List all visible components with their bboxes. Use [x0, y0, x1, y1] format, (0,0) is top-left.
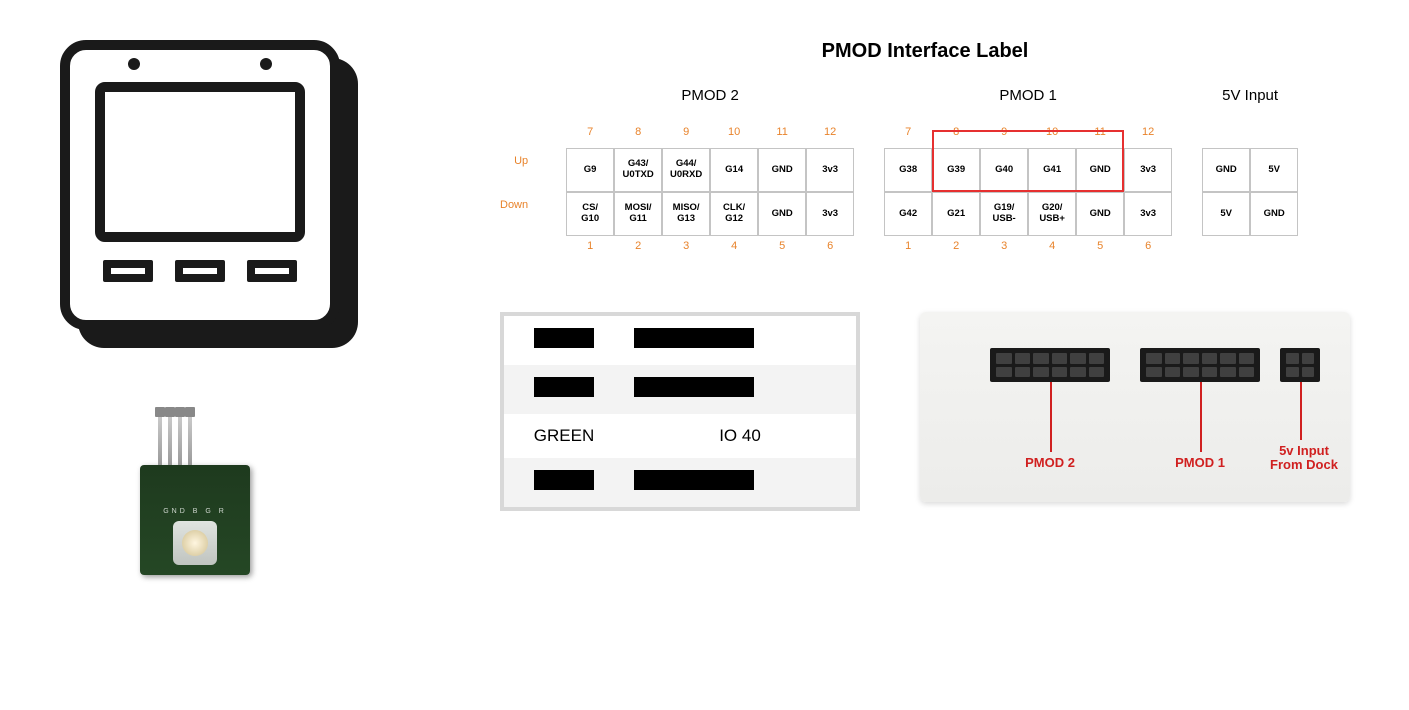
vin-grid: GND5V5VGND: [1202, 148, 1298, 236]
connector-5v: [1280, 348, 1320, 382]
module-led: [173, 521, 217, 565]
pin-number: 2: [932, 240, 980, 258]
table-cell-signal: [504, 365, 624, 414]
pmod1-grid: G38G39G40G41GND3v3 G42G21G19/ USB-G20/ US…: [884, 148, 1172, 236]
pin-number: 4: [1028, 240, 1076, 258]
pin-cell: 5V: [1202, 192, 1250, 236]
pin-cell: 3v3: [1124, 192, 1172, 236]
pin-number: 7: [566, 126, 614, 144]
pin-cell: G19/ USB-: [980, 192, 1028, 236]
pmod1-title: PMOD 1: [999, 87, 1057, 104]
pin-cell: CS/ G10: [566, 192, 614, 236]
pin-number: 10: [710, 126, 758, 144]
pin-number: 8: [614, 126, 662, 144]
pin-number: 9: [662, 126, 710, 144]
m5stack-device-icon: [60, 40, 360, 360]
connector-pmod2: [990, 348, 1110, 382]
pin-number: 11: [758, 126, 806, 144]
pin-number: 6: [1124, 240, 1172, 258]
pin-number: 4: [710, 240, 758, 258]
module-pin-labels: GND B G R: [163, 508, 227, 515]
pin-cell: MOSI/ G11: [614, 192, 662, 236]
pin-cell: G43/ U0TXD: [614, 148, 662, 192]
table-row: GREENIO 40: [504, 414, 856, 458]
pin-cell: G44/ U0RXD: [662, 148, 710, 192]
table-cell-io: [624, 365, 856, 414]
pin-cell: G21: [932, 192, 980, 236]
table-cell-signal: [504, 316, 624, 365]
pin-cell: G39: [932, 148, 980, 192]
pin-number: 3: [980, 240, 1028, 258]
pin-number: 2: [614, 240, 662, 258]
pin-cell: G40: [980, 148, 1028, 192]
pmod2-bottom-numbers: 123456: [566, 240, 854, 258]
pin-number: 9: [980, 126, 1028, 144]
connector-label-5v: 5v Input From Dock: [1266, 444, 1342, 473]
pin-number: 7: [884, 126, 932, 144]
pin-cell: G42: [884, 192, 932, 236]
pin-cell: G14: [710, 148, 758, 192]
pin-cell: GND: [1076, 148, 1124, 192]
page-title: PMOD Interface Label: [500, 40, 1350, 63]
row-labels: Up Down: [500, 139, 528, 227]
table-row: [504, 365, 856, 414]
table-cell-io: IO 40: [624, 414, 856, 458]
pin-number: 10: [1028, 126, 1076, 144]
pin-cell: G9: [566, 148, 614, 192]
connector-photo: PMOD 2 PMOD 1 5v Input From Dock: [920, 312, 1350, 502]
table-row: [504, 458, 856, 507]
table-row: [504, 316, 856, 365]
rgb-led-module: GND B G R: [140, 410, 290, 590]
pmod2-top-numbers: 789101112: [566, 126, 854, 144]
pin-cell: G38: [884, 148, 932, 192]
pin-cell: 3v3: [806, 192, 854, 236]
pin-number: 12: [1124, 126, 1172, 144]
row-label-down: Down: [500, 183, 528, 227]
pin-number: 1: [566, 240, 614, 258]
device-buttons: [103, 260, 297, 282]
pin-cell: GND: [1202, 148, 1250, 192]
pin-cell: 3v3: [1124, 148, 1172, 192]
right-column: PMOD Interface Label Up Down PMOD 2 7891…: [500, 40, 1350, 590]
pin-number: 3: [662, 240, 710, 258]
pmod2-block: PMOD 2 789101112 G9G43/ U0TXDG44/ U0RXDG…: [566, 87, 854, 262]
pin-cell: GND: [758, 148, 806, 192]
table-cell-io: [624, 316, 856, 365]
pmod1-block: PMOD 1 789101112 G38G39G40G41GND3v3G42G2…: [884, 87, 1172, 262]
pin-cell: GND: [1076, 192, 1124, 236]
pin-number: 11: [1076, 126, 1124, 144]
pin-number: 1: [884, 240, 932, 258]
pin-cell: MISO/ G13: [662, 192, 710, 236]
pin-cell: G41: [1028, 148, 1076, 192]
vin-block: 5V Input .. GND5V5VGND ..: [1202, 87, 1298, 262]
pmod1-top-numbers: 789101112: [884, 126, 1172, 144]
pin-number: 5: [1076, 240, 1124, 258]
pmod2-grid: G9G43/ U0TXDG44/ U0RXDG14GND3v3 CS/ G10MO…: [566, 148, 854, 236]
pin-cell: 5V: [1250, 148, 1298, 192]
row-label-up: Up: [500, 139, 528, 183]
pin-number: 12: [806, 126, 854, 144]
pin-cell: CLK/ G12: [710, 192, 758, 236]
pmod-interface-diagram: Up Down PMOD 2 789101112 G9G43/ U0TXDG44…: [500, 87, 1350, 262]
pin-cell: GND: [1250, 192, 1298, 236]
pin-number: 5: [758, 240, 806, 258]
pin-cell: 3v3: [806, 148, 854, 192]
pin-mapping-table: GREENIO 40: [500, 312, 860, 511]
pmod1-bottom-numbers: 123456: [884, 240, 1172, 258]
connector-label-pmod1: PMOD 1: [1170, 456, 1230, 470]
pin-number: 8: [932, 126, 980, 144]
table-cell-io: [624, 458, 856, 507]
vin-title: 5V Input: [1222, 87, 1278, 104]
connector-pmod1: [1140, 348, 1260, 382]
device-screen: [95, 82, 305, 242]
connector-label-pmod2: PMOD 2: [1020, 456, 1080, 470]
left-column: GND B G R: [60, 40, 380, 590]
pin-number: 6: [806, 240, 854, 258]
table-cell-signal: GREEN: [504, 414, 624, 458]
pin-cell: G20/ USB+: [1028, 192, 1076, 236]
pmod2-title: PMOD 2: [681, 87, 739, 104]
pin-cell: GND: [758, 192, 806, 236]
table-cell-signal: [504, 458, 624, 507]
